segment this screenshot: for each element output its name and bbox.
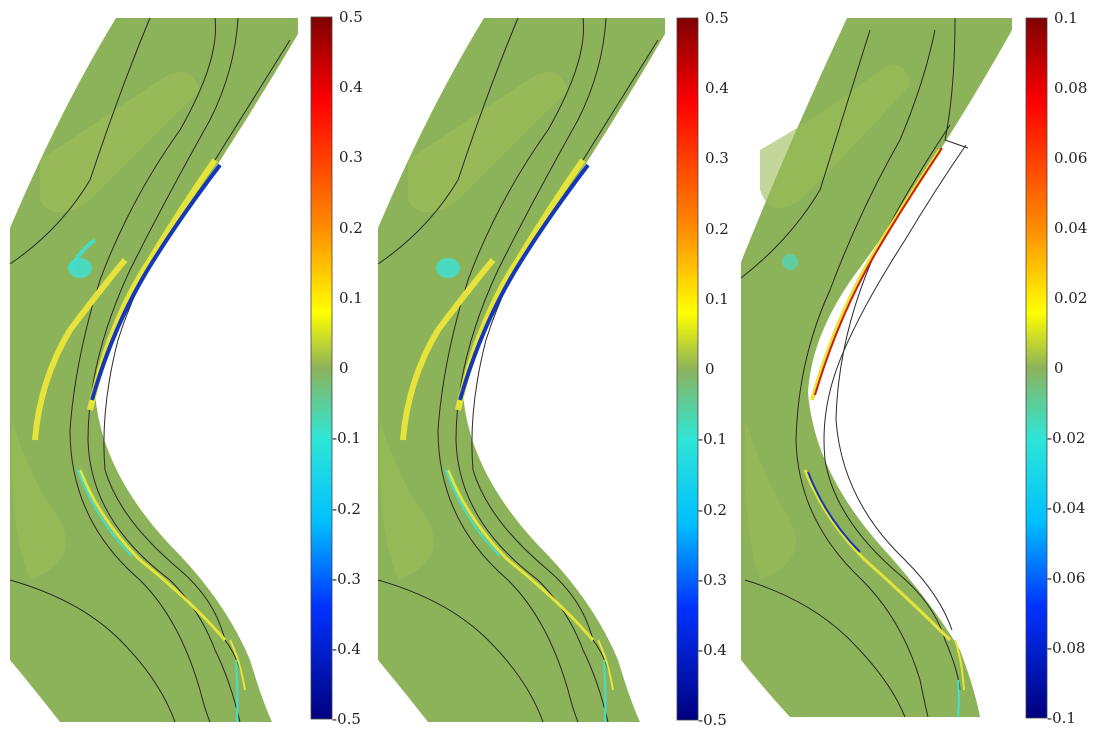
cyan-blob <box>782 254 798 270</box>
cyan-blob <box>436 258 460 278</box>
colorbar-tick-label: 0.1 <box>339 289 363 307</box>
contour-line <box>9 579 176 723</box>
colorbar-tick-label: -0.1 <box>1047 709 1076 727</box>
colorbar-tick-label: -0.5 <box>332 710 361 728</box>
colorbar-tick-label: -0.4 <box>698 641 727 659</box>
colorbar-tick-label: 0.2 <box>339 219 363 237</box>
contour-line <box>87 17 241 723</box>
colorbar-tick-label: 0.3 <box>339 148 363 166</box>
colorbar-tick-label: 0.5 <box>705 9 729 27</box>
cyan-band <box>77 469 133 557</box>
colorbar-tick-label: 0.5 <box>339 8 363 26</box>
contour-line <box>455 17 609 723</box>
light-patch <box>745 420 796 580</box>
yellow-band <box>229 639 246 691</box>
colorbar-middle: 0.5 0.4 0.3 0.2 0.1 0 -0.1 -0.2 -0.3 -0.… <box>676 9 729 729</box>
colorbar-tick-label: -0.3 <box>332 570 361 588</box>
cyan-band <box>603 659 607 723</box>
yellow-band <box>446 469 595 641</box>
cyan-band <box>957 679 960 718</box>
light-patch <box>40 72 200 213</box>
contour-line <box>9 17 151 265</box>
light-patch <box>760 65 910 208</box>
colorbar-tick-label: 0.06 <box>1054 149 1087 167</box>
colorbar-tick-label: -0.2 <box>332 500 361 518</box>
contour-line <box>944 17 969 149</box>
contour-line <box>823 144 967 691</box>
yellow-band <box>597 639 614 691</box>
colorbar-tick-label: 0.1 <box>1054 9 1078 27</box>
colorbar-tick-label: -0.5 <box>698 711 727 729</box>
colorbar-tick-label: -0.02 <box>1047 429 1085 447</box>
colorbar-tick-label: 0.02 <box>1054 289 1087 307</box>
colorbar-tick-label: 0.4 <box>339 78 363 96</box>
cyan-band <box>445 469 501 557</box>
colorbar-gradient <box>310 16 333 720</box>
panel-right: 0.1 0.08 0.06 0.04 0.02 0 -0.02 -0.04 -0… <box>740 9 1087 727</box>
field-map-right <box>740 17 1012 718</box>
colorbar-tick-label: 0.1 <box>705 290 729 308</box>
colorbar-tick-label: -0.1 <box>332 429 361 447</box>
contour-line <box>437 17 585 723</box>
yellow-band <box>803 469 952 642</box>
colorbar-tick-label: 0.04 <box>1054 219 1087 237</box>
blue-band <box>90 163 222 401</box>
yellow-band <box>32 258 128 441</box>
colorbar-gradient <box>1025 17 1048 719</box>
colorbar-tick-label: 0 <box>1054 359 1064 377</box>
colorbar-gradient <box>676 17 699 721</box>
contour-line <box>835 124 953 631</box>
contour-line <box>377 579 544 723</box>
light-patch <box>380 420 434 580</box>
colorbar-tick-label: -0.04 <box>1047 499 1085 517</box>
field-map-left <box>9 17 298 723</box>
field-map-middle <box>377 17 665 723</box>
blue-band <box>458 163 590 401</box>
colorbar-tick-label: 0.08 <box>1054 79 1087 97</box>
colorbar-tick-label: -0.2 <box>698 501 727 519</box>
cyan-blob <box>68 258 92 278</box>
contour-line <box>744 579 906 718</box>
colorbar-tick-label: 0.4 <box>705 79 729 97</box>
cyan-band <box>235 659 239 723</box>
colorbar-ticks: 0.1 0.08 0.06 0.04 0.02 0 -0.02 -0.04 -0… <box>1047 9 1087 727</box>
contour-line <box>795 29 936 718</box>
channel-domain <box>741 18 1012 717</box>
colorbar-tick-label: -0.1 <box>698 430 727 448</box>
contour-line <box>740 29 871 279</box>
colorbar-tick-label: 0.2 <box>705 220 729 238</box>
colorbar-tick-label: 0.3 <box>705 149 729 167</box>
panel-middle: 0.5 0.4 0.3 0.2 0.1 0 -0.1 -0.2 -0.3 -0.… <box>377 9 729 729</box>
colorbar-right: 0.1 0.08 0.06 0.04 0.02 0 -0.02 -0.04 -0… <box>1025 9 1087 727</box>
contour-line <box>377 17 519 265</box>
light-patch <box>12 420 66 580</box>
blue-band <box>807 471 861 553</box>
colorbar-ticks: 0.5 0.4 0.3 0.2 0.1 0 -0.1 -0.2 -0.3 -0.… <box>698 9 729 729</box>
yellow-band <box>78 469 227 641</box>
panel-left: 0.5 0.4 0.3 0.2 0.1 0 -0.1 -0.2 -0.3 -0.… <box>9 8 363 728</box>
colorbar-tick-label: -0.06 <box>1047 569 1085 587</box>
colorbar-tick-label: -0.4 <box>332 640 361 658</box>
colorbar-tick-label: 0 <box>339 359 349 377</box>
contour-line <box>69 17 217 723</box>
colorbar-tick-label: -0.3 <box>698 571 727 589</box>
yellow-band <box>954 639 965 691</box>
colorbar-tick-label: 0 <box>705 360 715 378</box>
red-band <box>814 147 943 396</box>
colorbar-tick-label: -0.08 <box>1047 639 1085 657</box>
colorbar-left: 0.5 0.4 0.3 0.2 0.1 0 -0.1 -0.2 -0.3 -0.… <box>310 8 363 728</box>
colorbar-ticks: 0.5 0.4 0.3 0.2 0.1 0 -0.1 -0.2 -0.3 -0.… <box>332 8 363 728</box>
light-patch <box>408 72 568 213</box>
yellow-band <box>400 258 496 441</box>
